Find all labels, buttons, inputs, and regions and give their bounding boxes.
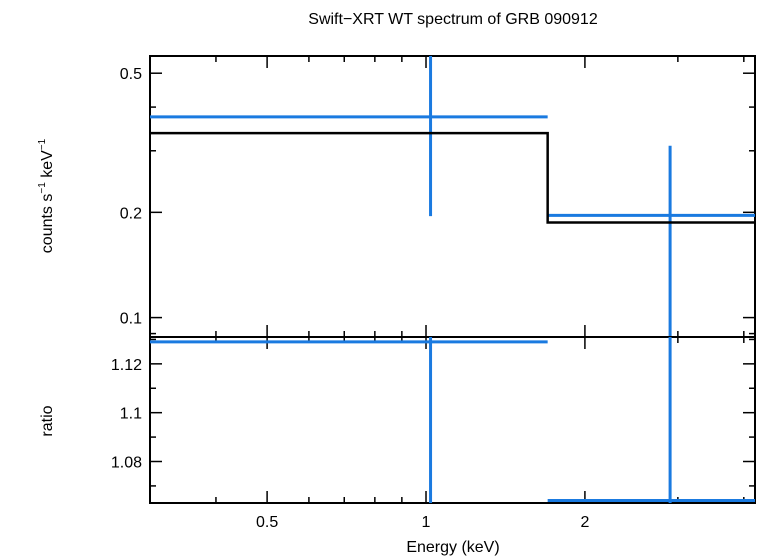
y-tick-label: 1.12 bbox=[111, 357, 142, 374]
ratio-panel: 1.08 1.1 1.12 bbox=[111, 336, 756, 504]
x-tick-label: 2 bbox=[580, 514, 589, 531]
model-step-line bbox=[150, 131, 755, 224]
data-point bbox=[547, 337, 755, 503]
x-tick-labels: 0.5 1 2 bbox=[256, 514, 589, 531]
x-tick-label: 0.5 bbox=[256, 514, 278, 531]
x-axis-label: Energy (keV) bbox=[406, 539, 499, 556]
data-point bbox=[150, 56, 548, 217]
y-tick-label: 0.2 bbox=[120, 205, 142, 222]
spectrum-panel: 0.1 0.2 0.5 bbox=[120, 55, 756, 338]
y-axis-label-spectrum: counts s−1 keV−1 bbox=[37, 138, 56, 253]
ratio-frame bbox=[149, 336, 756, 504]
y-tick-label: 1.1 bbox=[120, 406, 142, 423]
y-tick-label: 0.1 bbox=[120, 311, 142, 328]
x-tick-label: 1 bbox=[422, 514, 431, 531]
data-point bbox=[150, 337, 548, 503]
chart-title: Swift−XRT WT spectrum of GRB 090912 bbox=[308, 11, 598, 28]
spectrum-frame bbox=[149, 55, 756, 338]
y-tick-label: 0.5 bbox=[120, 66, 142, 83]
y-axis-label-ratio: ratio bbox=[39, 405, 56, 436]
y-tick-label: 1.08 bbox=[111, 455, 142, 472]
data-point bbox=[547, 145, 755, 337]
